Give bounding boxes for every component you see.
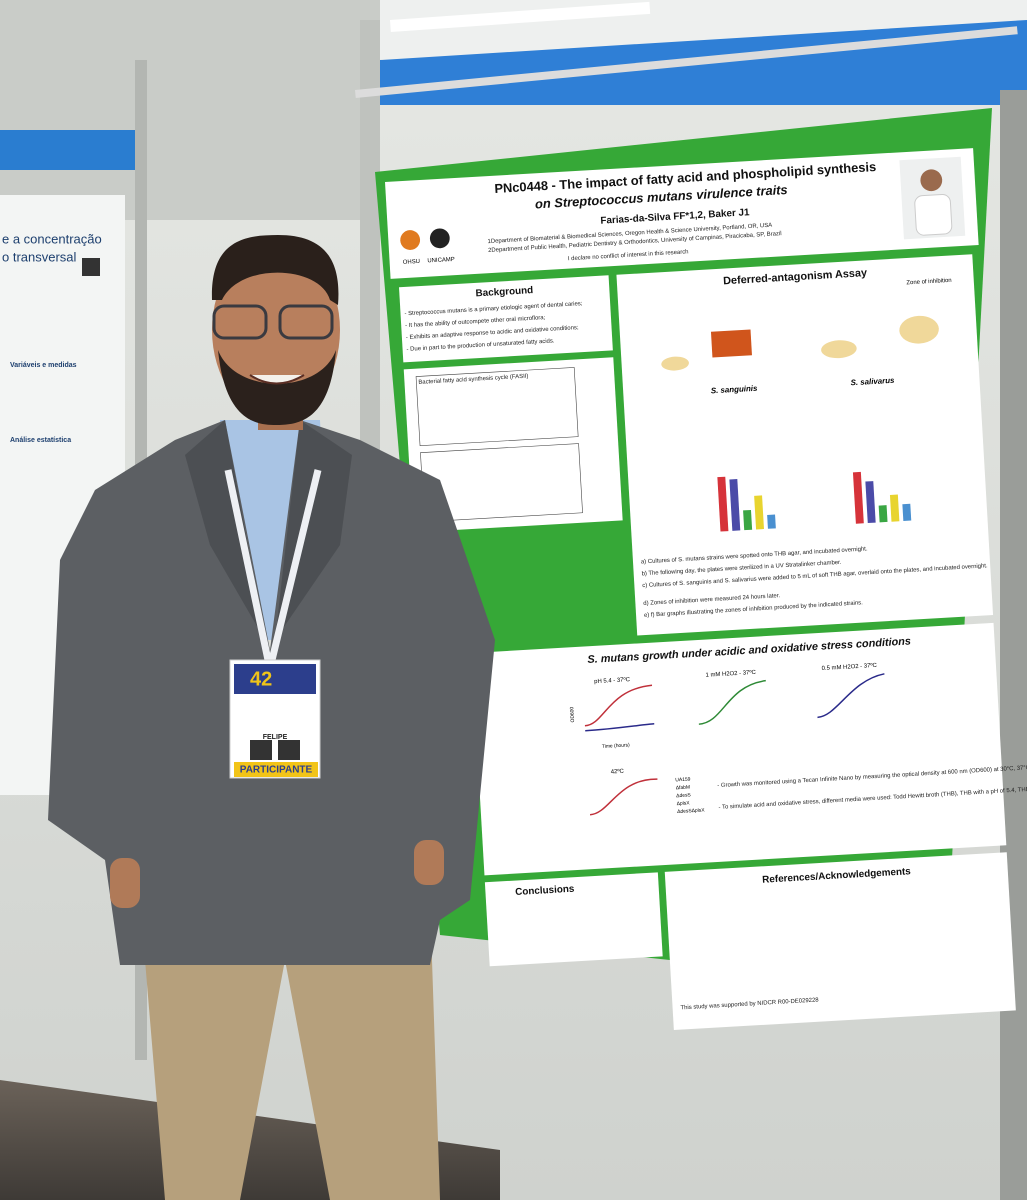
zone-label: Zone of inhibition [906,278,952,287]
growth-panel-title: 0.5 mM H2O2 - 37ºC [821,662,877,672]
left-hand [110,858,140,908]
growth-legend: UA159 [675,777,691,784]
illustration-bar [729,479,741,531]
poster-hanger [355,26,1018,98]
petri-dish [821,340,857,359]
illustration-bar [767,514,776,529]
illustration-bar [852,471,864,524]
left-poster-heading: Variáveis e medidas [10,362,77,369]
badge: 42 FELIPE PARTICIPANTE [229,659,321,779]
lanyard [224,469,322,661]
species-label: S. sanguinis [711,384,759,396]
back-light [0,130,140,170]
growth-curve-illustration [698,679,766,725]
illustration-bar [902,503,912,522]
illustration-bar [717,476,729,532]
assay-box [616,254,994,636]
left-poster-text: e a concentração [2,231,102,246]
bar-graphs-illustration [717,471,912,532]
hair [211,235,339,305]
right-hand [414,840,444,885]
species-label: S. salivarus [850,376,895,388]
illustration-bar [878,505,888,523]
unicamp-logo [429,228,450,249]
illustration-bar [754,495,764,530]
logo-label: UNICAMP [427,257,455,265]
uv-chamber [710,329,752,358]
growth-curve-illustration [589,778,658,816]
growth-box [471,622,1007,876]
ohsu-logo [400,230,421,250]
petri-dish [899,315,939,344]
poster-content: PNc0448 - The impact of fatty acid and p… [385,148,1027,1031]
trousers [140,900,440,1200]
section-heading: Conclusions [515,884,575,898]
growth-panel-title: 42ºC [611,768,625,776]
growth-x-label: Time (hours) [602,742,630,750]
badge-number: 42 [250,668,272,690]
ceiling-lamp [390,1,651,32]
author-photo-face [920,169,943,192]
beard [218,350,336,425]
badge-role-band [234,762,318,777]
author-photo-coat [914,193,953,236]
badge-qr [250,740,272,760]
pathway-box [403,357,623,533]
illustration-bar [865,481,876,524]
left-poster-text: o transversal [2,249,77,264]
main-poster: PNc0448 - The impact of fatty acid and p… [355,26,1027,1031]
qr-code [82,258,100,276]
growth-panel-title: pH 5.4 - 37ºC [594,676,631,685]
growth-curve-illustration [817,673,885,719]
illustration-bar [889,494,900,522]
poster-header [385,148,979,279]
references-box [664,852,1016,1031]
lapel [275,420,352,640]
growth-panel-title: 1 mM H2O2 - 37ºC [705,669,756,679]
growth-legend: ΔdesSΔplsX [677,807,705,815]
section-heading: Background [475,285,533,299]
pathway-frame [415,367,579,447]
glasses-lens [212,304,268,340]
glasses-lens [278,304,334,340]
booth-pole [1000,90,1027,1200]
person: 42 FELIPE PARTICIPANTE [48,235,495,1200]
logo-label: OHSU [403,259,420,266]
badge-qr [278,740,300,760]
growth-legend: ΔdesS [676,792,692,799]
badge-header [234,664,316,694]
growth-curve-illustration [585,723,655,732]
face [212,242,340,418]
growth-curve-illustration [584,684,653,727]
growth-legend: ΔfabM [676,784,691,791]
petri-dish [661,356,689,371]
growth-legend: ΔplsX [677,800,691,807]
illustration-bar [743,509,753,531]
left-poster-heading: Análise estatística [10,437,71,444]
badge-name: FELIPE [263,734,288,741]
smile [249,374,305,385]
back-booth [0,0,380,220]
conclusions-box [484,872,663,967]
growth-y-label: OD600 [569,706,576,722]
lapel [185,420,265,640]
background-box [399,275,613,363]
badge-role: PARTICIPANTE [240,765,313,776]
